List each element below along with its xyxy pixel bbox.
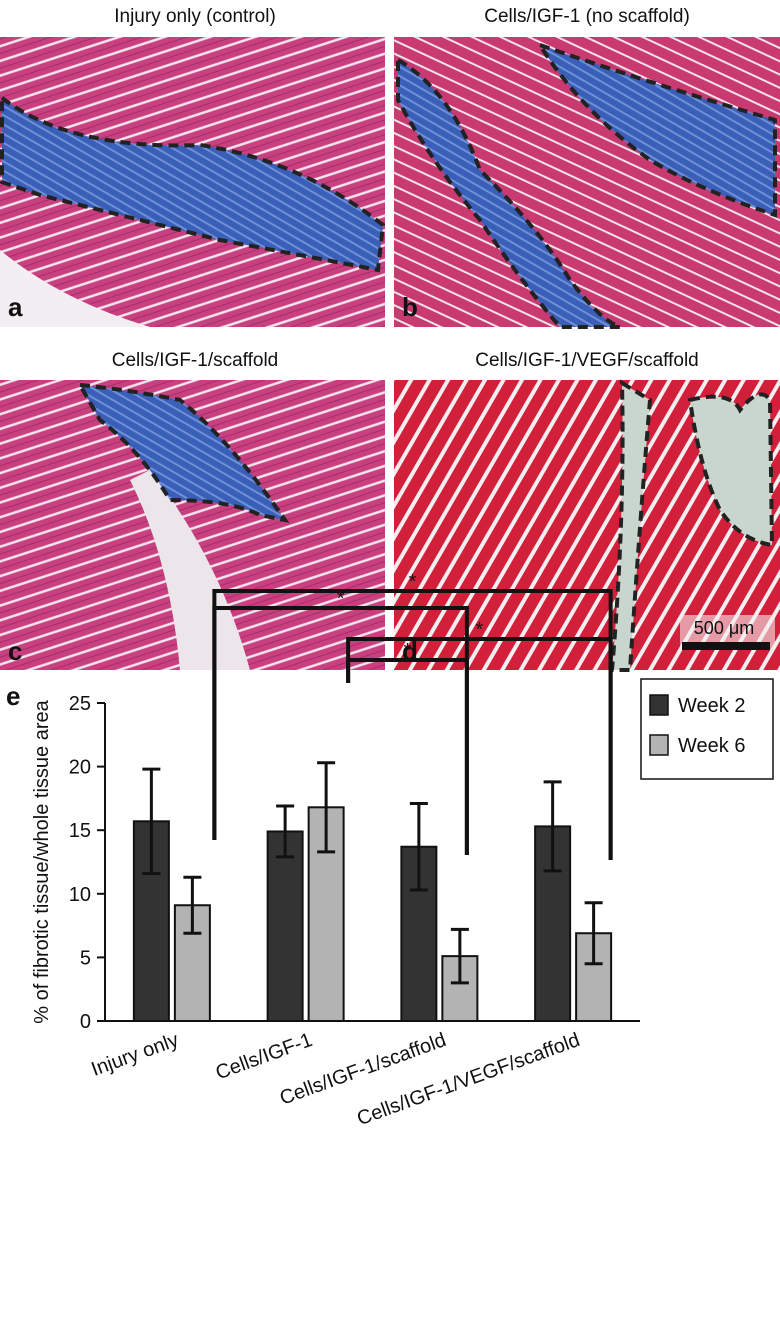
y-axis-label: % of fibrotic tissue/whole tissue area — [31, 699, 53, 1023]
fibrotic-region — [535, 41, 777, 218]
bar — [441, 955, 479, 1022]
legend-label: Week 6 — [678, 735, 745, 757]
error-bar — [276, 804, 295, 859]
significance-label: * — [475, 619, 483, 641]
significance-label: * — [409, 571, 417, 593]
bar — [266, 830, 304, 1022]
legend-box — [640, 678, 774, 780]
panel-title: Cells/IGF-1 (no scaffold) — [484, 6, 690, 27]
panel-title: Cells/IGF-1/VEGF/scaffold — [475, 350, 699, 371]
y-tick-label: 10 — [69, 884, 91, 906]
panel-letter: c — [8, 636, 22, 666]
background — [130, 470, 250, 670]
panel-title: Injury only (control) — [114, 6, 276, 27]
y-tick-label: 20 — [69, 757, 91, 779]
error-bar — [317, 761, 336, 854]
fibrotic-region — [609, 379, 653, 672]
y-tick-label: 25 — [69, 693, 91, 715]
legend-swatch — [649, 734, 669, 756]
histology-panel: Cells/IGF-1/VEGF/scaffold d 500 μm — [394, 350, 780, 672]
fibrotic-region — [687, 392, 775, 548]
significance-bracket — [346, 658, 469, 855]
error-bar — [584, 901, 603, 966]
scale-bar-label: 500 μm — [694, 618, 754, 638]
x-tick-label: Cells/IGF-1 — [213, 1029, 316, 1084]
legend-label: Week 2 — [678, 695, 745, 717]
background — [0, 250, 150, 327]
error-bar — [409, 801, 428, 892]
scale-bar — [682, 642, 770, 650]
panel-title: Cells/IGF-1/scaffold — [112, 350, 278, 371]
y-tick-label: 15 — [69, 820, 91, 842]
fibrotic-region — [0, 93, 386, 273]
y-tick-label: 0 — [80, 1011, 91, 1033]
x-tick-label: Cells/IGF-1/VEGF/scaffold — [354, 1029, 583, 1130]
panel-letter: a — [8, 292, 23, 322]
significance-label: * — [337, 588, 345, 610]
legend-swatch — [649, 694, 669, 716]
error-bar — [142, 767, 161, 875]
error-bar — [183, 875, 202, 935]
fibrotic-region — [396, 56, 621, 329]
histology-panel: Injury only (control) a — [0, 6, 386, 327]
significance-bracket — [346, 637, 613, 860]
significance-label: * — [404, 640, 412, 662]
y-tick-label: 5 — [80, 947, 91, 969]
fibrotic-region — [76, 382, 290, 523]
error-bar — [450, 927, 469, 985]
panel-letter: e — [6, 681, 20, 711]
x-tick-label: Injury only — [88, 1029, 181, 1081]
error-bar — [543, 780, 562, 873]
legend: Week 2 Week 6 — [640, 678, 774, 780]
panel-letter: b — [402, 292, 418, 322]
histology-panel: Cells/IGF-1/scaffold c — [0, 350, 385, 670]
histology-panel: Cells/IGF-1 (no scaffold) b — [394, 6, 780, 329]
